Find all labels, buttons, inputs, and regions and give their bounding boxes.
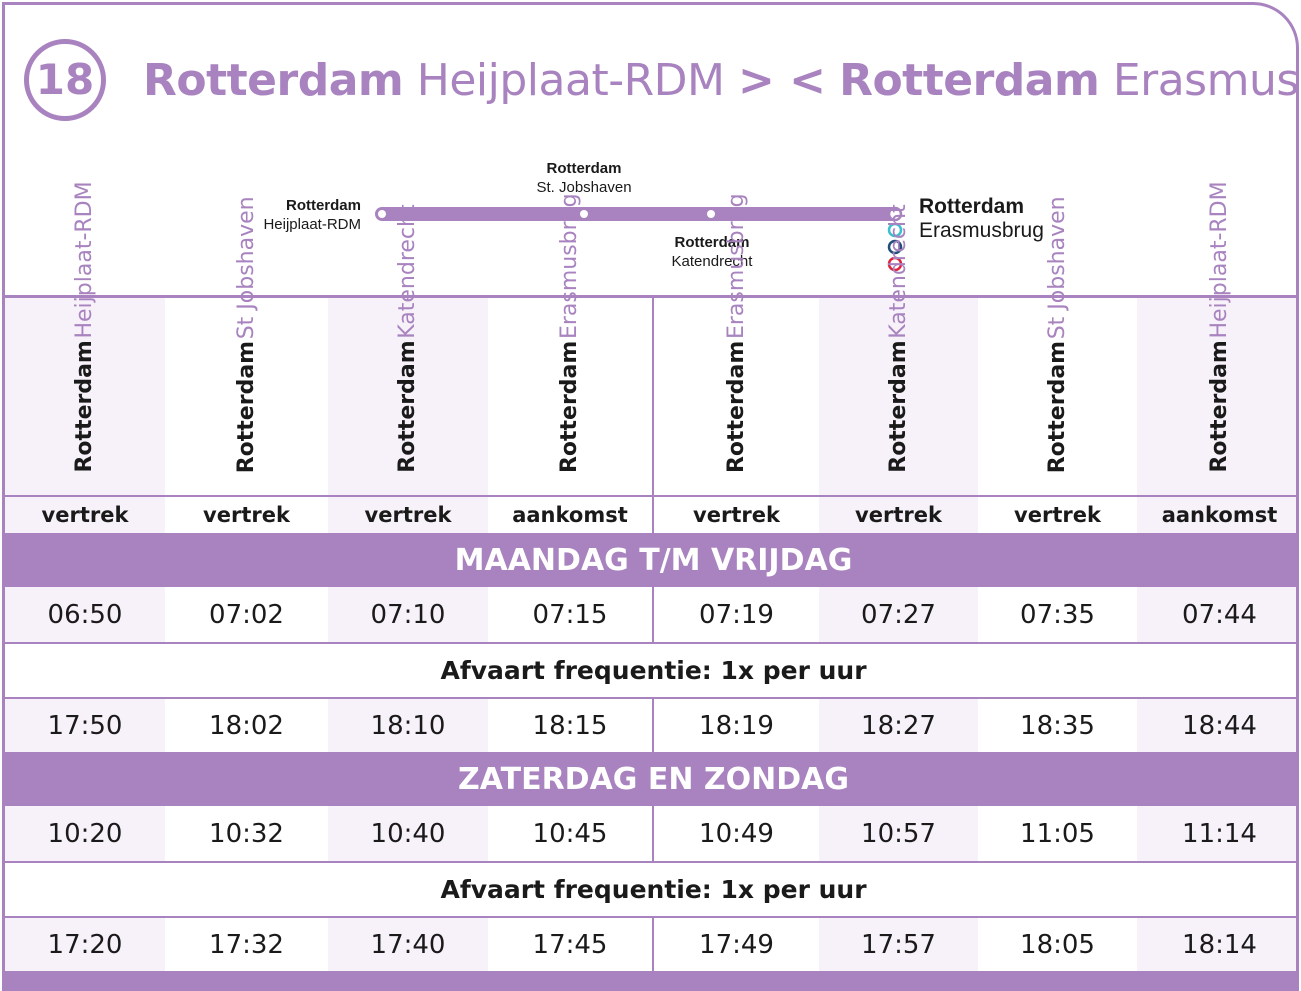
type-cell: aankomst: [1137, 497, 1296, 533]
time-cell: 18:27: [819, 699, 978, 752]
stop-dot-jobshaven: [580, 210, 588, 218]
time-cell: 18:02: [209, 710, 284, 741]
column-header: Rotterdam Erasmusbrug: [557, 192, 582, 473]
column-header: Rotterdam Erasmusbrug: [652, 193, 819, 495]
route-destination-city: Rotterdam: [839, 55, 1100, 106]
frequency-row: Afvaart frequentie: 1x per uur: [5, 642, 1296, 697]
time-cell: 10:32: [209, 818, 284, 849]
time-cell: 17:40: [328, 918, 488, 971]
type-cell: vertrek: [203, 503, 290, 527]
stop-dot-katendrecht: [707, 210, 715, 218]
stop-dot-erasmusbrug: [887, 206, 903, 222]
route-origin-city: Rotterdam: [143, 55, 404, 106]
time-cell: 18:15: [532, 710, 608, 741]
time-row: 17:20 17:32 17:40 17:45 17:49 17:57 18:0…: [5, 916, 1296, 971]
column-header-row: Rotterdam Heijplaat-RDM Rotterdam St Jobsh…: [5, 181, 1296, 495]
column-header: Rotterdam Heijplaat-RDM: [5, 181, 165, 495]
time-cell: 07:15: [532, 599, 608, 630]
transfer-icon-cyan: [887, 222, 903, 238]
time-cell: 17:49: [652, 918, 819, 971]
type-cell: vertrek: [819, 497, 978, 533]
departure-type-row: vertrek vertrek vertrek aankomst vertrek…: [5, 495, 1296, 533]
column-header: Rotterdam St Jobshaven: [1044, 195, 1070, 473]
timetable-header: 18 Rotterdam Heijplaat-RDM > < Rotterdam…: [5, 5, 1296, 295]
time-cell: 18:19: [652, 699, 819, 752]
stop-label-erasmusbrug: Rotterdam Erasmusbrug: [919, 195, 1044, 242]
time-cell: 07:44: [1137, 587, 1296, 642]
time-cell: 17:45: [532, 929, 608, 960]
time-cell: 17:20: [5, 918, 165, 971]
time-cell: 17:32: [209, 929, 284, 960]
timetable-table: Rotterdam Heijplaat-RDM Rotterdam St Jobsh…: [5, 181, 1296, 991]
footer-bar: [5, 971, 1296, 991]
time-cell: 18:05: [1020, 929, 1095, 960]
stop-label-katendrecht: Rotterdam Katendrecht: [671, 234, 753, 270]
time-cell: 18:10: [328, 699, 488, 752]
route-line-graphic: [375, 206, 903, 272]
route-origin-place: Heijplaat-RDM: [416, 55, 725, 106]
time-cell: 07:02: [209, 599, 284, 630]
section-title-weekdays: MAANDAG T/M VRIJDAG: [5, 533, 1296, 587]
transfer-icon-blue: [887, 239, 903, 255]
time-cell: 17:57: [819, 918, 978, 971]
time-cell: 07:27: [819, 587, 978, 642]
stop-label-heijplaat: Rotterdam Heijplaat-RDM: [263, 197, 361, 233]
time-cell: 11:05: [1020, 818, 1095, 849]
column-header: Rotterdam St Jobshaven: [233, 195, 259, 473]
type-cell: vertrek: [1014, 503, 1101, 527]
time-cell: 11:14: [1137, 806, 1296, 861]
column-header: Rotterdam Katendrecht: [819, 204, 978, 495]
transfer-icon-red: [887, 256, 903, 272]
type-cell: vertrek: [652, 497, 819, 533]
stop-label-jobshaven: Rotterdam St. Jobshaven: [536, 160, 632, 196]
time-cell: 10:49: [652, 806, 819, 861]
time-row: 06:50 07:02 07:10 07:15 07:19 07:27 07:3…: [5, 587, 1296, 642]
frequency-row: Afvaart frequentie: 1x per uur: [5, 861, 1296, 916]
time-cell: 10:20: [5, 806, 165, 861]
time-cell: 07:35: [1020, 599, 1095, 630]
time-cell: 10:57: [819, 806, 978, 861]
line-number-badge: 18: [24, 39, 106, 121]
type-cell: vertrek: [5, 497, 165, 533]
section-title-weekend: ZATERDAG EN ZONDAG: [5, 752, 1296, 806]
stop-dot-heijplaat: [378, 210, 386, 218]
time-cell: 06:50: [5, 587, 165, 642]
route-title: Rotterdam Heijplaat-RDM > < Rotterdam Er…: [143, 55, 1299, 106]
time-row: 17:50 18:02 18:10 18:15 18:19 18:27 18:3…: [5, 697, 1296, 752]
time-cell: 07:19: [652, 587, 819, 642]
time-cell: 17:50: [5, 699, 165, 752]
type-cell: aankomst: [512, 503, 628, 527]
time-cell: 18:14: [1137, 918, 1296, 971]
time-cell: 18:35: [1020, 710, 1095, 741]
time-cell: 07:10: [328, 587, 488, 642]
column-header: Rotterdam Heijplaat-RDM: [1137, 181, 1296, 495]
time-cell: 18:44: [1137, 699, 1296, 752]
time-cell: 10:45: [532, 818, 608, 849]
route-arrows: > <: [738, 55, 826, 106]
column-header: Rotterdam Katendrecht: [328, 204, 488, 495]
time-row: 10:20 10:32 10:40 10:45 10:49 10:57 11:0…: [5, 806, 1296, 861]
route-map: Rotterdam Heijplaat-RDM Rotterdam St. Jo…: [5, 5, 1296, 295]
time-cell: 10:40: [328, 806, 488, 861]
route-destination-place: Erasmusbrug: [1112, 55, 1299, 106]
type-cell: vertrek: [328, 497, 488, 533]
